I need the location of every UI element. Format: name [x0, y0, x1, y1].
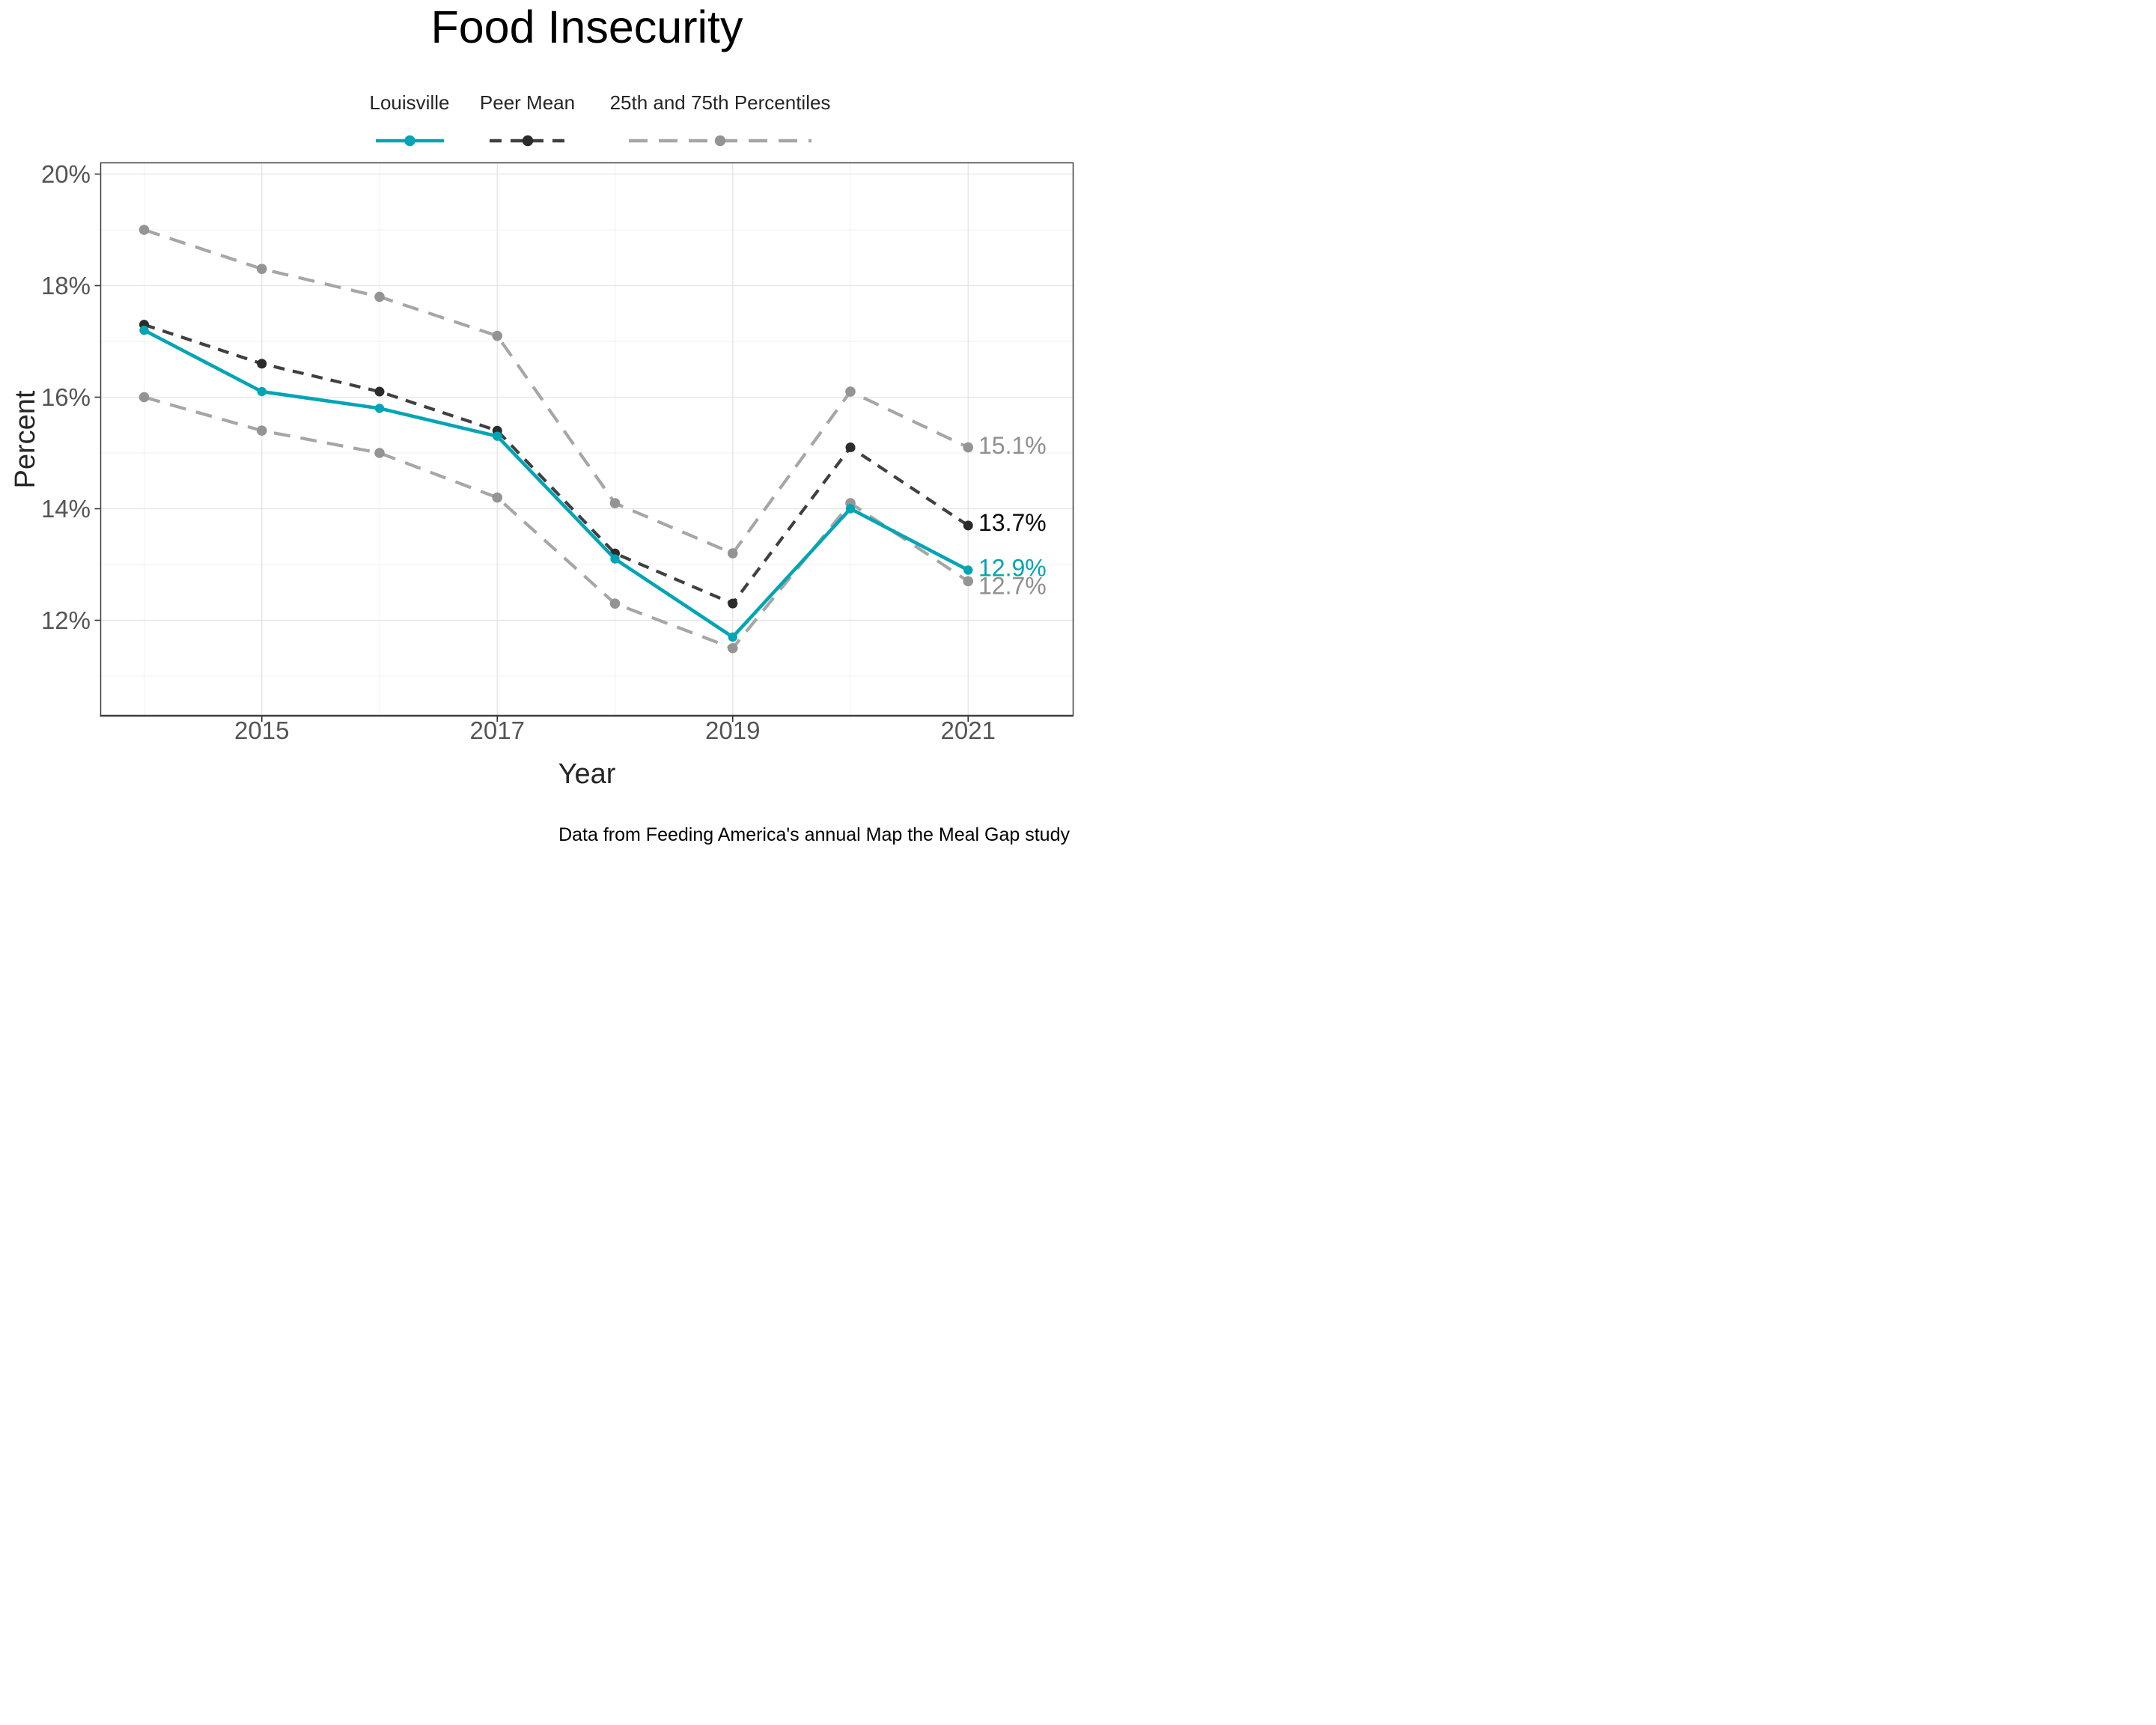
data-point-25th-percentile [492, 492, 503, 503]
data-point-louisville [257, 386, 267, 397]
end-label-peer-mean: 13.7% [978, 509, 1047, 536]
data-point-25th-percentile [256, 425, 267, 436]
chart-title: Food Insecurity [430, 1, 743, 52]
legend-key-percentiles-icon [629, 135, 811, 147]
panel-border [100, 162, 1074, 717]
series-line-75th-percentile [143, 228, 969, 556]
data-point-peer-mean [845, 442, 856, 453]
data-point-25th-percentile [727, 642, 738, 654]
chart-svg: 2015 2017 2019 2021 20% 18% 16% 14% 12% Percent Ye… [10, 160, 1074, 790]
end-label-25th-percentile: 12.7% [978, 573, 1047, 600]
legend-item-louisville: Louisville [359, 91, 460, 150]
series-line-louisville [143, 329, 969, 639]
end-label-75th-percentile: 15.1% [978, 432, 1047, 459]
y-tick-label: 12% [41, 606, 91, 634]
data-point-peer-mean [963, 520, 973, 531]
data-point-75th-percentile [609, 498, 621, 508]
legend-label-peer-mean: Peer Mean [479, 91, 576, 114]
data-point-louisville [610, 554, 620, 564]
series-line-25th-percentile [143, 395, 969, 650]
data-point-25th-percentile [609, 598, 621, 609]
x-axis-title: Year [558, 758, 616, 790]
y-tick-label: 14% [41, 495, 91, 523]
x-tick-label: 2021 [941, 717, 996, 744]
caption: Data from Feeding America's annual Map t… [558, 824, 1070, 845]
data-point-25th-percentile [138, 392, 150, 403]
legend-label-percentiles: 25th and 75th Percentiles [609, 91, 831, 114]
x-tick-label: 2015 [234, 717, 289, 744]
data-point-75th-percentile [138, 225, 150, 235]
data-point-peer-mean [257, 359, 267, 369]
data-point-25th-percentile [374, 448, 385, 458]
legend-key-point [522, 135, 533, 147]
legend-key-point [404, 135, 415, 147]
legend-label-louisville: Louisville [369, 91, 450, 114]
y-tick-label: 20% [41, 160, 91, 188]
data-point-louisville [845, 504, 856, 514]
legend-item-percentiles: 25th and 75th Percentiles [603, 91, 837, 150]
legend: Louisville Peer Mean 25th and 75th Perce… [0, 91, 1078, 162]
data-point-peer-mean [728, 598, 738, 609]
legend-key-louisville-icon [375, 135, 444, 147]
series-line-peer-mean [143, 323, 969, 606]
data-point-75th-percentile [492, 330, 503, 341]
data-point-louisville [493, 431, 502, 441]
food-insecurity-chart: Food Insecurity Louisville Peer Mean 25t… [0, 0, 1078, 862]
y-axis-title: Percent [10, 390, 41, 488]
legend-key-peer-mean-icon [489, 135, 566, 147]
data-point-louisville [374, 404, 385, 413]
data-point-louisville [728, 632, 737, 642]
data-point-louisville [963, 565, 973, 575]
data-point-peer-mean [374, 386, 385, 397]
data-point-75th-percentile [374, 291, 385, 302]
legend-item-peer-mean: Peer Mean [477, 91, 578, 150]
data-point-75th-percentile [256, 264, 267, 274]
y-tick-label: 18% [41, 272, 91, 299]
data-point-25th-percentile [963, 576, 974, 587]
legend-key-point [714, 135, 726, 147]
x-tick-label: 2017 [470, 717, 525, 744]
data-point-75th-percentile [963, 442, 974, 453]
end-label-louisville: 12.9% [978, 555, 1047, 582]
data-point-louisville [139, 325, 149, 335]
data-point-75th-percentile [727, 548, 738, 559]
data-point-75th-percentile [845, 386, 856, 397]
x-tick-label: 2019 [705, 717, 760, 744]
y-tick-label: 16% [41, 383, 91, 411]
